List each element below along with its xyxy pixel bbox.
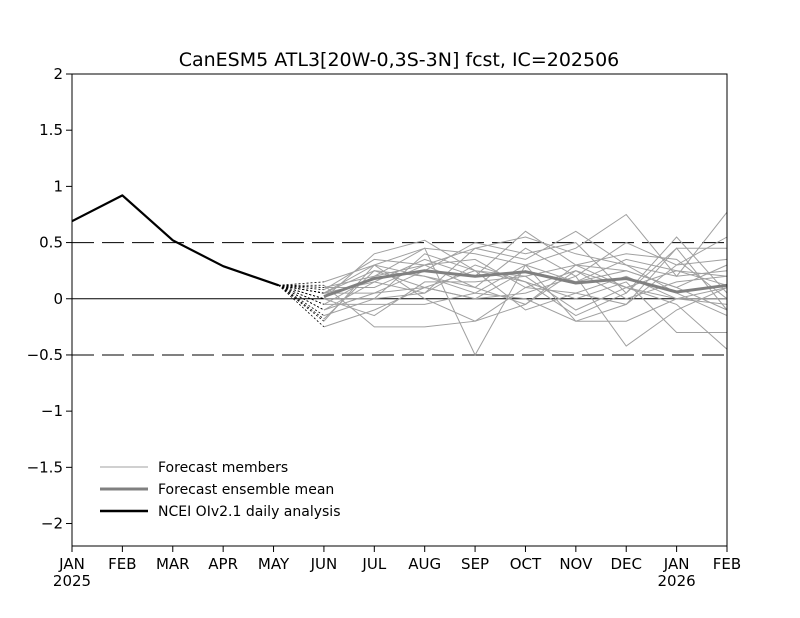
x-tick-label: APR [208, 555, 238, 573]
x-tick-label: JAN [58, 555, 85, 573]
chart-title: CanESM5 ATL3[20W-0,3S-3N] fcst, IC=20250… [179, 49, 620, 71]
forecast-member-line [323, 264, 727, 333]
y-tick-label: 0 [53, 290, 63, 308]
member-connector [278, 284, 325, 311]
forecast-member-line [323, 275, 728, 317]
member-connector [278, 284, 325, 328]
y-tick-label: −0.5 [27, 346, 63, 364]
x-tick-label: AUG [408, 555, 441, 573]
x-tick-label: MAY [258, 555, 290, 573]
x-tick-label: SEP [461, 555, 489, 573]
forecast-member-line [323, 236, 728, 328]
legend-label-ensemble-mean: Forecast ensemble mean [158, 482, 334, 498]
legend-label-analysis: NCEI OIv2.1 daily analysis [158, 504, 341, 520]
member-connector [278, 284, 324, 288]
y-tick-label: 0.5 [39, 234, 63, 252]
forecast-member-line [323, 247, 728, 322]
y-tick-label: 1.5 [39, 121, 63, 139]
x-tick-label: FEB [713, 555, 741, 573]
member-connector [278, 281, 324, 286]
member-connector [278, 284, 325, 305]
x-tick-label: JUN [310, 555, 338, 573]
legend: Forecast members Forecast ensemble mean … [100, 460, 341, 520]
x-tick-label: JUL [361, 555, 386, 573]
ensemble-mean-line [323, 269, 728, 298]
forecast-member-line [323, 211, 728, 357]
x-tick-label: FEB [108, 555, 136, 573]
x-tick-year-label: 2025 [53, 572, 91, 590]
plot-frame [71, 73, 728, 547]
analysis-line [71, 194, 279, 287]
x-tick-label: DEC [610, 555, 642, 573]
member-connector [278, 284, 324, 291]
y-tick-label: −2 [41, 515, 63, 533]
forecast-member-line [323, 253, 728, 320]
y-tick-label: −1.5 [27, 458, 63, 476]
forecast-member-line [323, 230, 728, 317]
x-tick-label: OCT [510, 555, 542, 573]
member-connector [278, 284, 325, 316]
x-tick-label: JAN [663, 555, 690, 573]
x-tick-label: MAR [156, 555, 190, 573]
member-connector [278, 284, 324, 288]
x-tick-year-label: 2026 [658, 572, 696, 590]
y-tick-label: 1 [53, 177, 63, 195]
x-tick-label: NOV [559, 555, 593, 573]
member-connector [278, 284, 325, 322]
y-tick-label: 2 [53, 65, 63, 83]
legend-label-members: Forecast members [158, 460, 288, 476]
y-tick-label: −1 [41, 402, 63, 420]
